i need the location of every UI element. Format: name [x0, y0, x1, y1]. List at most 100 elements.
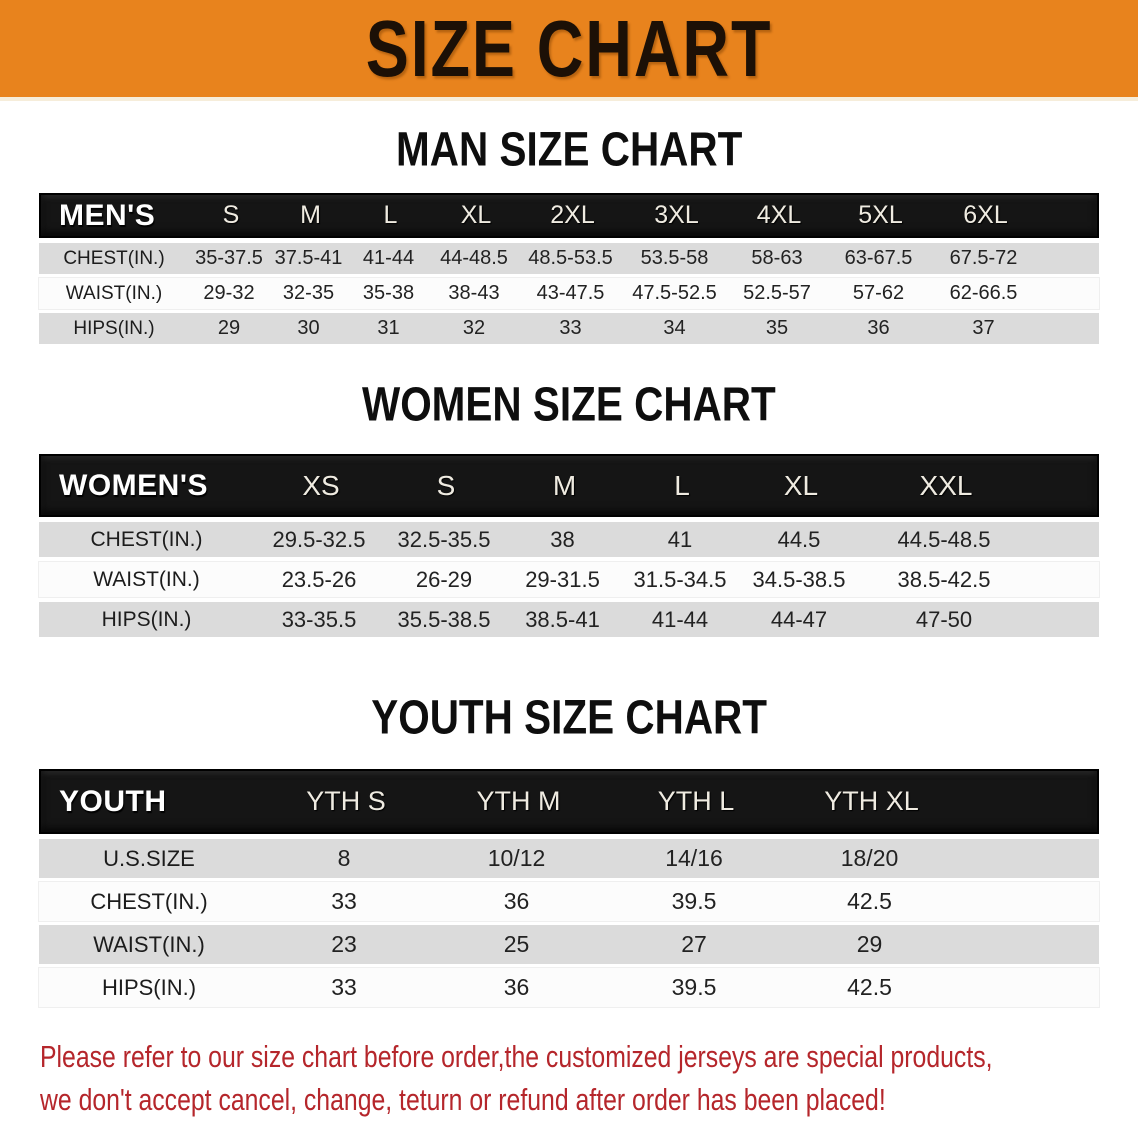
youth-size-table: YOUTH YTH S YTH M YTH L YTH XL U.S.SIZE 8 10/12… [39, 769, 1099, 1007]
table-row: CHEST(IN.) 29.5-32.5 32.5-35.5 38 41 44.5 44.5… [39, 522, 1099, 557]
size-value-cell: 47-50 [915, 606, 973, 632]
womens-size-table: WOMEN'S XS S M L XL XXL CHEST(IN.) 29.5-32.5 32.5… [39, 454, 1099, 637]
table-row: U.S.SIZE 8 10/12 14/16 18/20 [39, 839, 1099, 878]
table-row: CHEST(IN.) 35-37.5 37.5-41 41-44 44-48.5 48.5… [39, 243, 1099, 274]
size-value-cell: 39.5 [671, 888, 717, 914]
size-column-header: L [383, 201, 398, 229]
size-value-cell: 44.5 [777, 526, 821, 552]
size-column-header: 6XL [963, 201, 1008, 229]
size-value-cell: 48.5-53.5 [528, 247, 613, 269]
size-value-cell: 10/12 [487, 845, 546, 871]
women-section: WOMEN SIZE CHART [0, 377, 1138, 432]
row-label: HIPS(IN.) [101, 974, 197, 1000]
size-value-cell: 35-38 [362, 282, 415, 304]
size-column-header: M [552, 469, 577, 501]
size-chart-banner: SIZE CHART [0, 0, 1138, 101]
size-value-cell: 29.5-32.5 [272, 526, 366, 552]
size-value-cell: 32.5-35.5 [397, 526, 491, 552]
row-label: CHEST(IN.) [90, 527, 203, 551]
size-value-cell: 39.5 [671, 974, 717, 1000]
size-value-cell: 29-32 [203, 282, 255, 304]
size-value-cell: 31 [377, 317, 400, 339]
size-value-cell: 41-44 [362, 247, 415, 269]
size-value-cell: 30 [297, 317, 320, 339]
size-value-cell: 36 [503, 888, 530, 914]
size-column-header: 4XL [756, 201, 802, 229]
size-column-header: YTH S [306, 786, 386, 816]
size-value-cell: 44.5-48.5 [897, 526, 991, 552]
size-value-cell: 33 [331, 888, 357, 914]
table-header-row: WOMEN'S XS S M L XL XXL [39, 454, 1099, 517]
size-column-header: XL [783, 469, 819, 501]
table-row: HIPS(IN.) 33-35.5 35.5-38.5 38.5-41 41-44 44-… [39, 602, 1099, 637]
size-column-header: S [222, 201, 240, 229]
table-corner-label: WOMEN'S [59, 468, 208, 502]
size-value-cell: 41-44 [651, 606, 709, 632]
size-value-cell: 57-62 [852, 282, 905, 304]
size-value-cell: 63-67.5 [844, 247, 913, 269]
row-label: CHEST(IN.) [90, 888, 208, 914]
size-value-cell: 36 [503, 974, 530, 1000]
size-column-header: YTH M [476, 786, 561, 816]
man-section: MAN SIZE CHART [0, 122, 1138, 177]
size-value-cell: 42.5 [847, 974, 892, 1000]
size-value-cell: 26-29 [415, 566, 473, 592]
size-column-header: L [674, 469, 690, 501]
size-value-cell: 62-66.5 [949, 282, 1018, 304]
size-column-header: 2XL [550, 201, 595, 229]
youth-section: YOUTH SIZE CHART [0, 690, 1138, 745]
youth-section-title: YOUTH SIZE CHART [371, 690, 767, 745]
size-value-cell: 31.5-34.5 [633, 566, 727, 592]
row-label: HIPS(IN.) [101, 607, 192, 631]
size-column-header: M [300, 201, 321, 229]
size-value-cell: 33-35.5 [281, 606, 357, 632]
row-label: WAIST(IN.) [93, 931, 205, 957]
table-row: WAIST(IN.) 29-32 32-35 35-38 38-43 43-47.5 47.… [39, 278, 1099, 309]
size-value-cell: 32-35 [282, 282, 335, 304]
size-value-cell: 35.5-38.5 [397, 606, 491, 632]
size-value-cell: 29 [856, 931, 883, 957]
order-warning-line1: Please refer to our size chart before or… [40, 1039, 993, 1074]
table-corner-label: YOUTH [59, 784, 167, 818]
women-section-title: WOMEN SIZE CHART [362, 377, 776, 432]
size-column-header: XS [302, 469, 340, 501]
size-value-cell: 38-43 [448, 282, 500, 304]
table-header-row: MEN'S S M L XL 2XL 3XL 4XL 5XL 6XL [39, 193, 1099, 238]
size-column-header: XXL [919, 469, 973, 501]
size-column-header: S [436, 469, 456, 501]
row-label: U.S.SIZE [103, 845, 195, 871]
size-value-cell: 27 [681, 931, 707, 957]
size-value-cell: 42.5 [847, 888, 892, 914]
size-value-cell: 33 [331, 974, 357, 1000]
table-row: CHEST(IN.) 33 36 39.5 42.5 [39, 882, 1099, 921]
size-value-cell: 47.5-52.5 [632, 282, 717, 304]
size-value-cell: 43-47.5 [536, 282, 605, 304]
table-corner-label: MEN'S [59, 198, 156, 232]
size-value-cell: 44-47 [770, 606, 828, 632]
row-label: WAIST(IN.) [93, 567, 200, 591]
size-value-cell: 67.5-72 [949, 247, 1018, 269]
size-value-cell: 23 [331, 931, 357, 957]
row-label: CHEST(IN.) [63, 247, 165, 269]
size-column-header: YTH XL [824, 786, 919, 816]
size-value-cell: 41 [667, 526, 693, 552]
size-value-cell: 38 [550, 526, 575, 552]
size-value-cell: 37.5-41 [274, 247, 343, 269]
size-value-cell: 52.5-57 [743, 282, 811, 304]
banner-title: SIZE CHART [365, 3, 773, 94]
size-value-cell: 29-31.5 [525, 566, 600, 592]
size-value-cell: 36 [867, 317, 890, 339]
row-label: WAIST(IN.) [65, 282, 163, 304]
size-value-cell: 14/16 [665, 845, 723, 871]
size-value-cell: 58-63 [751, 247, 803, 269]
size-column-header: YTH L [657, 786, 735, 816]
table-row: WAIST(IN.) 23 25 27 29 [39, 925, 1099, 964]
man-section-title: MAN SIZE CHART [395, 122, 743, 177]
size-column-header: 3XL [654, 201, 699, 229]
size-value-cell: 37 [972, 317, 995, 339]
table-row: HIPS(IN.) 33 36 39.5 42.5 [39, 968, 1099, 1007]
size-value-cell: 32 [462, 317, 486, 339]
table-row: WAIST(IN.) 23.5-26 26-29 29-31.5 31.5-34.5 34… [39, 562, 1099, 597]
size-value-cell: 44-48.5 [440, 247, 508, 269]
